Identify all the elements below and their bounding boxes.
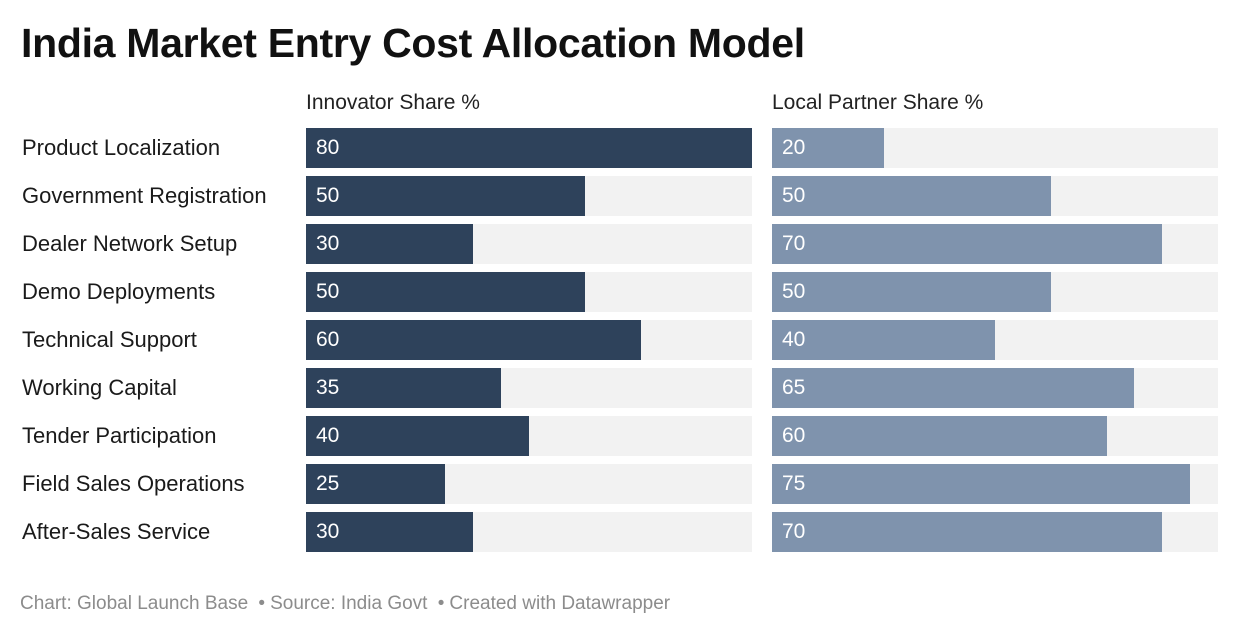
partner-bar-track: 75 (772, 464, 1218, 504)
footer-chart-credit: Chart: Global Launch Base (20, 593, 249, 614)
innovator-share-bar (306, 464, 445, 504)
innovator-column-header: Innovator Share % (306, 91, 480, 114)
innovator-share-bar (306, 128, 752, 168)
footer-created-with: Created with Datawrapper (449, 593, 671, 614)
chart-row: Working Capital 35 65 (0, 368, 1240, 408)
innovator-value-label: 30 (316, 232, 340, 255)
innovator-value-label: 40 (316, 424, 340, 447)
category-label: After-Sales Service (22, 519, 211, 544)
chart-row: Tender Participation 40 60 (0, 416, 1240, 456)
category-label: Product Localization (22, 135, 221, 160)
category-label: Demo Deployments (22, 279, 216, 304)
category-label: Tender Participation (22, 423, 217, 448)
innovator-share-bar (306, 416, 529, 456)
category-label: Working Capital (22, 375, 177, 400)
chart-row: Government Registration 50 50 (0, 176, 1240, 216)
partner-bar-track: 40 (772, 320, 1218, 360)
partner-value-label: 75 (782, 472, 806, 495)
partner-value-label: 60 (782, 424, 806, 447)
innovator-bar-track: 25 (306, 464, 752, 504)
innovator-bar-track: 50 (306, 272, 752, 312)
innovator-bar-track: 30 (306, 224, 752, 264)
partner-value-label: 20 (782, 136, 806, 159)
partner-value-label: 40 (782, 328, 806, 351)
chart-row: Dealer Network Setup 30 70 (0, 224, 1240, 264)
category-label: Field Sales Operations (22, 471, 245, 496)
innovator-value-label: 25 (316, 472, 340, 495)
innovator-share-bar (306, 272, 585, 312)
innovator-bar-track: 30 (306, 512, 752, 552)
innovator-bar-track: 40 (306, 416, 752, 456)
partner-value-label: 70 (782, 232, 806, 255)
partner-share-bar (772, 512, 1162, 552)
innovator-bar-track: 50 (306, 176, 752, 216)
partner-bar-track: 20 (772, 128, 1218, 168)
innovator-value-label: 50 (316, 280, 340, 303)
chart-row: Demo Deployments 50 50 (0, 272, 1240, 312)
innovator-share-bar (306, 320, 641, 360)
category-label: Government Registration (22, 183, 267, 208)
footer-separator: • (437, 593, 445, 614)
innovator-bar-track: 35 (306, 368, 752, 408)
partner-value-label: 50 (782, 184, 806, 207)
innovator-value-label: 50 (316, 184, 340, 207)
partner-column-header: Local Partner Share % (772, 91, 984, 114)
category-label: Technical Support (22, 327, 197, 352)
footer-source: Source: India Govt (270, 593, 428, 614)
chart-row: Field Sales Operations 25 75 (0, 464, 1240, 504)
innovator-value-label: 35 (316, 376, 340, 399)
innovator-bar-track: 60 (306, 320, 752, 360)
innovator-value-label: 80 (316, 136, 340, 159)
partner-share-bar (772, 368, 1134, 408)
partner-bar-track: 60 (772, 416, 1218, 456)
footer-separator: • (258, 593, 266, 614)
innovator-bar-track: 80 (306, 128, 752, 168)
partner-share-bar (772, 272, 1051, 312)
partner-bar-track: 65 (772, 368, 1218, 408)
innovator-share-bar (306, 512, 473, 552)
partner-bar-track: 50 (772, 272, 1218, 312)
partner-bar-track: 70 (772, 512, 1218, 552)
partner-bar-track: 70 (772, 224, 1218, 264)
partner-share-bar (772, 416, 1107, 456)
partner-share-bar (772, 464, 1190, 504)
partner-share-bar (772, 320, 995, 360)
innovator-value-label: 60 (316, 328, 340, 351)
chart-footer: Chart: Global Launch Base • Source: India… (20, 593, 670, 615)
innovator-share-bar (306, 176, 585, 216)
chart-row: Product Localization 80 20 (0, 128, 1240, 168)
partner-value-label: 70 (782, 520, 806, 543)
chart-title: India Market Entry Cost Allocation Model (21, 20, 805, 66)
innovator-value-label: 30 (316, 520, 340, 543)
category-label: Dealer Network Setup (22, 231, 238, 256)
partner-share-bar (772, 176, 1051, 216)
partner-share-bar (772, 128, 884, 168)
partner-bar-track: 50 (772, 176, 1218, 216)
innovator-share-bar (306, 224, 473, 264)
partner-value-label: 65 (782, 376, 806, 399)
partner-value-label: 50 (782, 280, 806, 303)
innovator-share-bar (306, 368, 501, 408)
chart-row: After-Sales Service 30 70 (0, 512, 1240, 552)
chart-row: Technical Support 60 40 (0, 320, 1240, 360)
partner-share-bar (772, 224, 1162, 264)
